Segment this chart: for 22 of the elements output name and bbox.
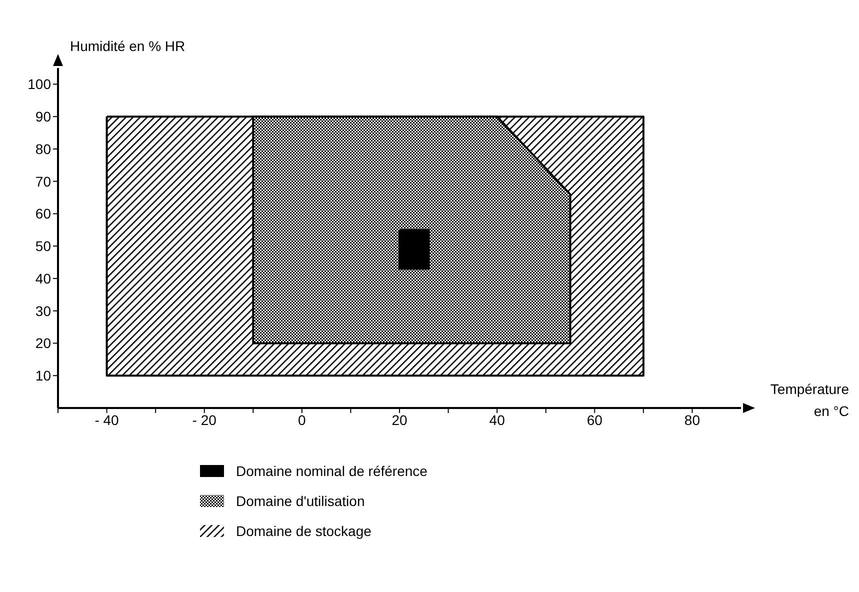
y-tick-label: 10: [35, 368, 52, 384]
x-tick-label: 0: [298, 412, 306, 428]
y-tick-label: 40: [35, 270, 52, 286]
legend-label: Domaine de stockage: [236, 523, 372, 539]
x-tick-label: - 40: [94, 412, 120, 428]
y-tick-label: 70: [35, 173, 52, 190]
legend-label: Domaine nominal de référence: [236, 463, 428, 479]
y-tick-label: 90: [35, 108, 52, 125]
x-axis-title: Température en °C: [769, 380, 849, 421]
y-tick-label: 20: [35, 335, 52, 352]
x-tick-label: 40: [489, 412, 506, 428]
y-tick-label: 50: [35, 238, 52, 254]
x-tick-label: 60: [586, 412, 603, 428]
y-tick-label: 30: [35, 302, 52, 319]
y-axis-title: Humidité en % HR: [70, 38, 186, 54]
legend-label: Domaine d'utilisation: [236, 493, 365, 509]
y-tick-label: 80: [35, 140, 52, 157]
x-tick-label: 20: [392, 412, 408, 428]
x-tick-label: 80: [684, 412, 700, 428]
x-tick-label: - 20: [192, 412, 217, 428]
y-tick-label: 60: [35, 206, 52, 222]
y-tick-label: 100: [28, 76, 52, 92]
